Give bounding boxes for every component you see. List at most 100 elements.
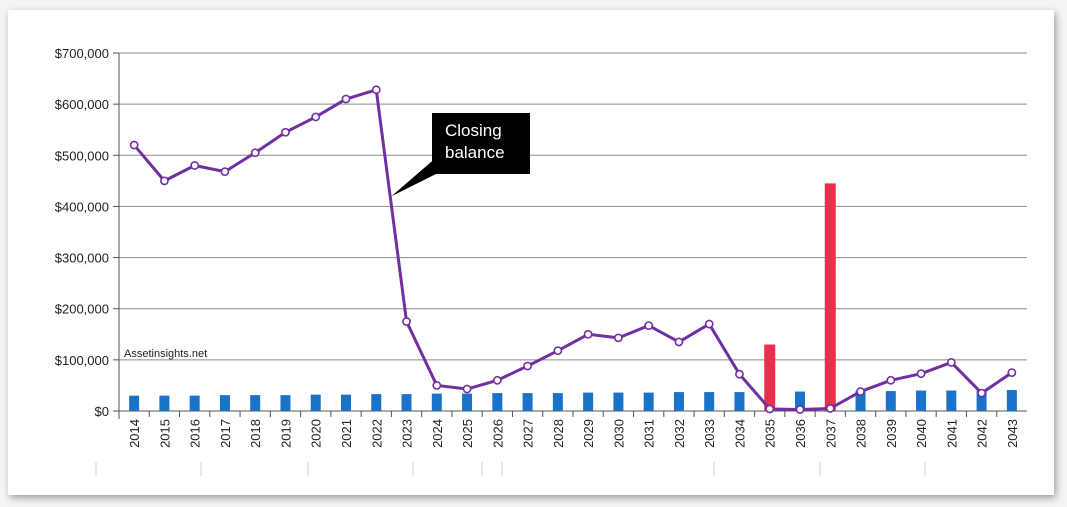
balance-points <box>129 85 1017 414</box>
x-tick-label: 2020 <box>309 419 324 448</box>
annual-bar <box>401 394 412 411</box>
balance-point <box>523 361 532 371</box>
bottom-ticks <box>95 462 926 476</box>
balance-line <box>132 88 1013 411</box>
x-tick-label: 2019 <box>278 419 293 448</box>
x-tick-label: 2024 <box>430 419 445 448</box>
x-tick-label: 2032 <box>672 419 687 448</box>
x-tick-label: 2022 <box>369 419 384 448</box>
x-axis-labels: 2014 2015 2016 2017 2018 2019 2020 2021 2022 2023… <box>118 411 1020 448</box>
x-tick-label: 2042 <box>975 419 990 448</box>
x-tick-label: 2033 <box>702 419 717 448</box>
annual-bar <box>885 391 896 411</box>
y-tick-label: $300,000 <box>55 251 109 266</box>
x-tick-label: 2015 <box>157 419 172 448</box>
balance-point <box>129 140 139 150</box>
balance-point <box>765 404 775 414</box>
balance-point <box>704 319 714 329</box>
x-tick-label: 2017 <box>218 419 233 448</box>
annual-bar <box>522 393 533 411</box>
annual-bar <box>280 395 291 411</box>
x-tick-label: 2037 <box>823 419 838 448</box>
balance-point <box>341 94 351 104</box>
annual-bar <box>795 391 805 411</box>
callout: Closing balance <box>391 113 530 197</box>
annual-bar <box>341 394 351 411</box>
y-axis-labels: $0 $100,000 $200,000 $300,000 $400,000 $500,0… <box>55 46 109 419</box>
balance-point <box>946 358 956 367</box>
chart-frame: $0 $100,000 $200,000 $300,000 $400,000 $500,0… <box>8 10 1054 495</box>
x-tick-label: 2041 <box>944 419 959 448</box>
special-bar <box>764 344 776 411</box>
x-tick-label: 2039 <box>884 419 899 448</box>
annual-bar <box>310 394 321 411</box>
annual-bar <box>371 394 382 411</box>
annual-bar <box>431 393 442 411</box>
balance-point <box>432 381 442 390</box>
balance-point <box>281 127 290 137</box>
balance-point <box>674 337 684 347</box>
annual-bar <box>219 395 230 411</box>
callout-box <box>432 113 530 174</box>
x-tick-label: 2025 <box>460 419 475 448</box>
balance-point <box>614 333 623 343</box>
x-tick-label: 2043 <box>1005 419 1020 448</box>
y-tick-label: $0 <box>95 404 109 419</box>
callout-text: Closing <box>445 121 502 140</box>
annual-bar <box>976 390 987 411</box>
annual-bar <box>946 390 957 411</box>
x-tick-label: 2026 <box>490 419 505 448</box>
balance-point <box>825 404 835 413</box>
annual-bar <box>583 392 594 411</box>
annual-bar <box>492 393 503 411</box>
x-tick-label: 2036 <box>793 419 808 448</box>
special-bar <box>824 183 836 411</box>
special-bars <box>764 183 836 411</box>
balance-point <box>886 375 896 385</box>
chart-svg: $0 $100,000 $200,000 $300,000 $400,000 $500,0… <box>55 46 1027 476</box>
annual-bar <box>855 391 866 411</box>
annual-bar <box>1006 390 1017 411</box>
balance-point <box>492 375 502 385</box>
x-tick-label: 2028 <box>551 419 566 448</box>
watermark-text: Assetinsights.net <box>124 348 207 360</box>
y-tick-label: $600,000 <box>55 97 109 112</box>
y-tick-label: $700,000 <box>55 46 109 61</box>
balance-point <box>462 384 472 394</box>
callout-text: balance <box>445 143 505 162</box>
balance-point <box>583 329 593 339</box>
balance-point <box>159 176 169 186</box>
x-tick-label: 2029 <box>581 419 596 448</box>
x-tick-label: 2034 <box>732 419 747 448</box>
x-tick-label: 2027 <box>521 419 536 448</box>
annual-bar <box>673 392 684 411</box>
balance-point <box>190 161 200 170</box>
annual-bar <box>613 392 624 411</box>
annual-bar <box>552 393 563 411</box>
annual-bar <box>462 393 473 411</box>
annual-bar <box>643 392 654 411</box>
y-tick-label: $100,000 <box>55 353 109 368</box>
x-tick-label: 2038 <box>854 419 869 448</box>
annual-bar <box>250 395 261 411</box>
annual-bar <box>159 395 170 411</box>
balance-point <box>1007 368 1017 378</box>
x-tick-label: 2031 <box>642 419 657 448</box>
annual-bar <box>734 392 745 411</box>
x-tick-label: 2035 <box>763 419 778 448</box>
balance-point <box>795 405 805 414</box>
grid-lines <box>113 52 1027 419</box>
annual-bars <box>129 390 1017 411</box>
annual-bar <box>129 395 140 411</box>
x-tick-label: 2021 <box>339 419 354 448</box>
y-tick-label: $200,000 <box>55 302 109 317</box>
annual-bar <box>916 390 927 411</box>
x-tick-label: 2016 <box>188 419 203 448</box>
x-tick-label: 2030 <box>611 419 626 448</box>
balance-point <box>644 321 654 330</box>
balance-point <box>402 317 411 326</box>
x-tick-label: 2018 <box>248 419 263 448</box>
balance-point <box>250 148 260 158</box>
annual-bar <box>704 392 715 411</box>
balance-point <box>735 369 744 379</box>
